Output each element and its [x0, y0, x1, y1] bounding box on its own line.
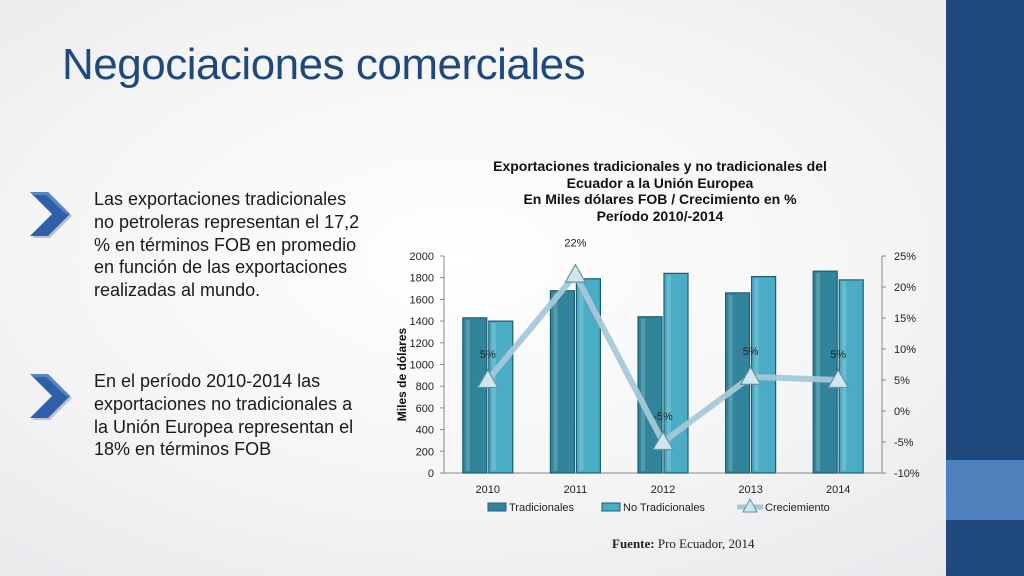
x-tick-label: 2014 [826, 484, 850, 496]
bar-tradicionales [549, 290, 575, 474]
sidebar-accent-block [946, 460, 1024, 520]
y2-tick-label: -10% [894, 468, 920, 480]
source-label: Fuente: [612, 536, 655, 551]
source-text: Pro Ecuador, 2014 [654, 536, 755, 551]
bar-highlight [553, 292, 558, 471]
bullet-text: En el período 2010-2014 las exportacione… [94, 371, 354, 460]
bullet-text: Las exportaciones tradicionales no petro… [94, 189, 360, 301]
bar-highlight [842, 281, 847, 471]
data-label: 5% [480, 349, 496, 361]
chart-svg: 0 200 400 600 800 1000 1200 1400 1600 1800 2000 -10… [395, 238, 920, 514]
x-tick-label: 2012 [651, 484, 675, 496]
chevron-right-icon [24, 188, 76, 240]
bar-highlight [728, 294, 733, 471]
line-point-marker [739, 365, 762, 385]
y-tick-label: 600 [416, 403, 434, 415]
chart-container: Exportaciones tradicionales y no tradici… [380, 150, 940, 530]
y-tick-label: 1800 [410, 273, 434, 285]
y2-tick-label: 25% [894, 251, 916, 263]
bar-highlight [579, 280, 584, 471]
legend-label: Tradicionales [509, 502, 575, 514]
data-label: 5% [830, 349, 846, 361]
bar-highlight [465, 319, 470, 471]
y2-tick-label: 0% [894, 406, 910, 418]
line-point-marker [564, 263, 587, 283]
chart-title-line: En Miles dólares FOB / Crecimiento en % [523, 191, 797, 207]
bar-no-tradicionales [838, 279, 864, 474]
legend-label: No Tradicionales [623, 502, 705, 514]
x-tick-label: 2010 [476, 484, 500, 496]
x-tick-label: 2013 [738, 484, 762, 496]
y2-tick-label: -5% [894, 437, 914, 449]
y-tick-label: 200 [416, 446, 434, 458]
bar-highlight [667, 275, 671, 471]
bar-highlight [491, 323, 496, 471]
chart-title-line: Período 2010/-2014 [596, 207, 724, 224]
data-label: 5% [743, 346, 759, 358]
y-tick-label: 1200 [410, 338, 434, 350]
chevron-right-icon [24, 370, 76, 422]
y2-tick-label: 10% [894, 344, 916, 356]
y-tick-label: 2000 [410, 251, 434, 263]
y-tick-label: 800 [416, 381, 434, 393]
bar-tradicionales [462, 317, 488, 474]
legend-swatch [487, 502, 507, 512]
data-label: 22% [564, 238, 586, 250]
bar-highlight [816, 273, 821, 471]
legend-swatch-marker [742, 497, 758, 513]
y-tick-label: 1000 [410, 360, 434, 372]
y2-tick-label: 5% [894, 375, 910, 387]
data-label: -5% [653, 411, 673, 423]
bar-highlight [641, 318, 645, 471]
x-tick-label: 2011 [564, 484, 588, 496]
chart-title-line: Exportaciones tradicionales y no tradici… [493, 158, 827, 174]
y-tick-label: 0 [428, 468, 434, 480]
source-note: Fuente: Pro Ecuador, 2014 [612, 536, 754, 552]
line-point-marker [827, 368, 850, 389]
y-axis-title: Miles de dólares [395, 327, 409, 421]
y-tick-label: 1600 [410, 294, 434, 306]
y-tick-label: 1400 [410, 316, 434, 328]
line-point-marker [476, 368, 499, 389]
y-tick-label: 400 [416, 425, 434, 437]
bar-tradicionales [812, 270, 838, 474]
slide-title: Negociaciones comerciales [62, 40, 586, 89]
line-point-marker [651, 430, 675, 451]
y2-tick-label: 15% [894, 313, 916, 325]
y2-tick-label: 20% [894, 282, 916, 294]
legend-label: Creciemiento [765, 502, 830, 514]
legend-swatch [601, 502, 621, 512]
bar-no-tradicionales [488, 320, 514, 474]
chart-title-line: Ecuador a la Unión Europea [566, 174, 754, 191]
chart-title: Exportaciones tradicionales y no tradici… [380, 158, 940, 224]
